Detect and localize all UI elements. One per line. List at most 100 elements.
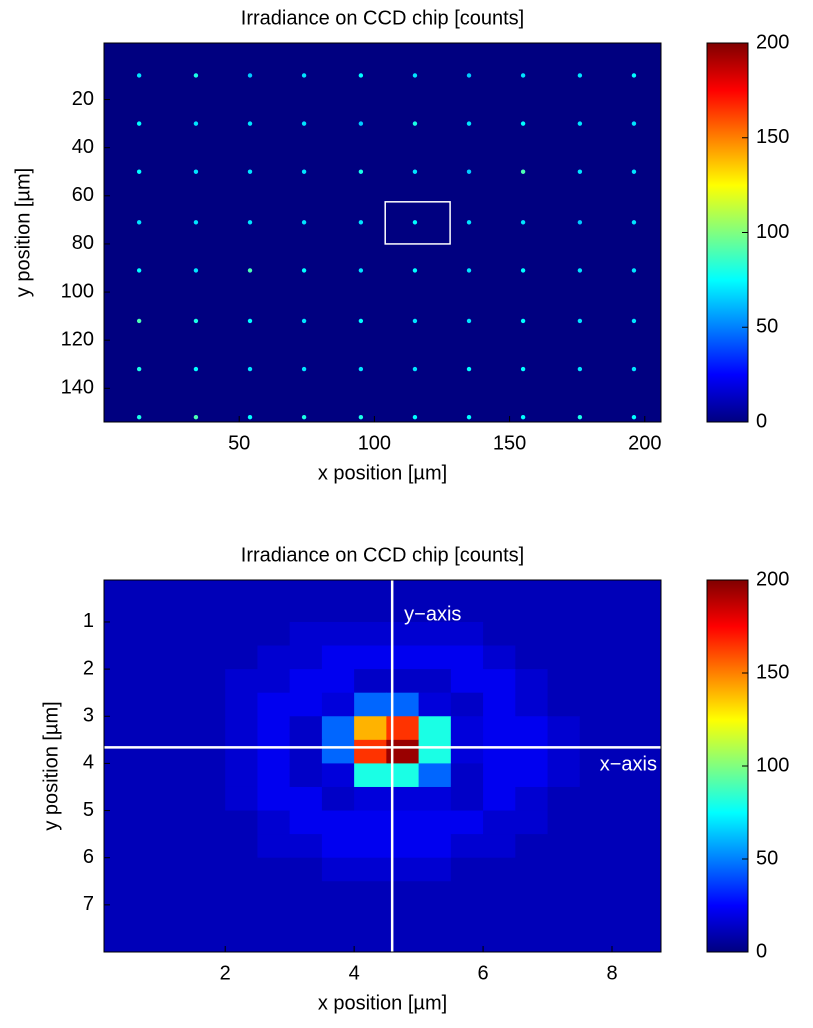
heatmap-cell: [128, 739, 162, 764]
spot: [301, 318, 307, 324]
heatmap-cell: [483, 739, 516, 764]
heatmap-cell: [257, 928, 291, 952]
heatmap-cell: [128, 692, 162, 717]
heatmap-cell: [418, 739, 452, 764]
y-tick-label: 1: [83, 610, 94, 632]
spot: [412, 73, 418, 78]
spot: [136, 121, 142, 126]
heatmap-cell: [289, 739, 323, 764]
spot: [520, 220, 526, 225]
spot: [136, 220, 142, 225]
heatmap-cell: [257, 763, 291, 788]
heatmap-cell: [450, 598, 484, 623]
spot: [136, 414, 142, 420]
heatmap-cell: [225, 598, 258, 623]
x-tick-label: 4: [349, 962, 360, 984]
heatmap-cell: [354, 645, 387, 670]
heatmap-cell: [160, 645, 194, 670]
spot: [358, 121, 364, 126]
y-tick-label: 120: [61, 328, 94, 350]
heatmap-cell: [644, 881, 661, 906]
heatmap-cell: [547, 857, 581, 882]
heatmap-cell: [160, 786, 194, 812]
spot: [301, 73, 307, 78]
heatmap-cell: [483, 621, 516, 647]
heatmap-cell: [644, 580, 661, 599]
heatmap-cell: [257, 580, 291, 599]
y-tick-label: 6: [83, 846, 94, 868]
heatmap-cell: [612, 928, 645, 952]
heatmap-cell: [644, 598, 661, 623]
spot: [577, 220, 583, 225]
heatmap-cell: [547, 645, 581, 670]
heatmap-cell: [515, 786, 549, 812]
spot: [577, 268, 583, 273]
heatmap-cell: [192, 716, 226, 741]
spot: [193, 318, 199, 324]
heatmap-cell: [579, 834, 613, 859]
spot: [577, 73, 583, 78]
heatmap-cell: [612, 692, 645, 717]
heatmap-cell: [483, 881, 516, 906]
heatmap-cell: [644, 786, 661, 812]
heatmap-cell: [612, 834, 645, 859]
heatmap-cell: [483, 645, 516, 670]
y-tick-label: 60: [72, 184, 94, 206]
y-axis-label: y position [µm]: [12, 168, 34, 297]
heatmap-cell: [644, 692, 661, 717]
heatmap-cell: [483, 834, 516, 859]
heatmap-cell: [104, 739, 129, 764]
spot: [136, 366, 142, 372]
heatmap-cell: [579, 692, 613, 717]
heatmap-cell: [192, 692, 226, 717]
heatmap-cell: [450, 834, 484, 859]
spot: [136, 73, 142, 78]
heatmap-cell: [612, 580, 645, 599]
spot: [466, 366, 472, 372]
heatmap-cell: [289, 598, 323, 623]
heatmap-cell: [225, 739, 258, 764]
heatmap-cell: [192, 598, 226, 623]
heatmap-cell: [515, 928, 549, 952]
heatmap-cell: [515, 621, 549, 647]
heatmap-cell: [579, 739, 613, 764]
heatmap-cell: [192, 786, 226, 812]
heatmap-cell: [321, 881, 355, 906]
heatmap-cell: [579, 716, 613, 741]
heatmap-cell: [257, 716, 291, 741]
heatmap-cell: [547, 904, 581, 929]
spot: [412, 318, 418, 324]
y-axis-label: y position [µm]: [40, 701, 62, 830]
spot: [412, 220, 418, 225]
spot: [466, 73, 472, 78]
heatmap-cell: [418, 928, 452, 952]
spot: [193, 169, 199, 174]
heatmap-cell: [160, 580, 194, 599]
heatmap-cell: [257, 692, 291, 717]
heatmap-cell: [418, 810, 452, 835]
heatmap-cell: [104, 621, 129, 647]
heatmap-cell: [450, 645, 484, 670]
heatmap-cell: [547, 810, 581, 835]
colorbar-tick-label: 150: [756, 661, 789, 683]
heatmap-cell: [612, 810, 645, 835]
heatmap-cell: [612, 763, 645, 788]
heatmap-cell: [418, 645, 452, 670]
spot: [358, 220, 364, 225]
heatmap-cell: [321, 621, 355, 647]
heatmap-cell: [450, 763, 484, 788]
heatmap-cell: [128, 763, 162, 788]
heatmap-cell: [104, 834, 129, 859]
heatmap-cell: [160, 669, 194, 694]
heatmap-cell: [192, 669, 226, 694]
heatmap-cell: [612, 645, 645, 670]
heatmap-cell: [644, 928, 661, 952]
heatmap-cell: [579, 904, 613, 929]
heatmap-cell: [321, 716, 355, 741]
heatmap-cell: [644, 857, 661, 882]
spot: [247, 366, 253, 372]
heatmap-cell: [257, 645, 291, 670]
heatmap-cell: [321, 928, 355, 952]
heatmap-cell: [547, 621, 581, 647]
heatmap-cell: [104, 810, 129, 835]
